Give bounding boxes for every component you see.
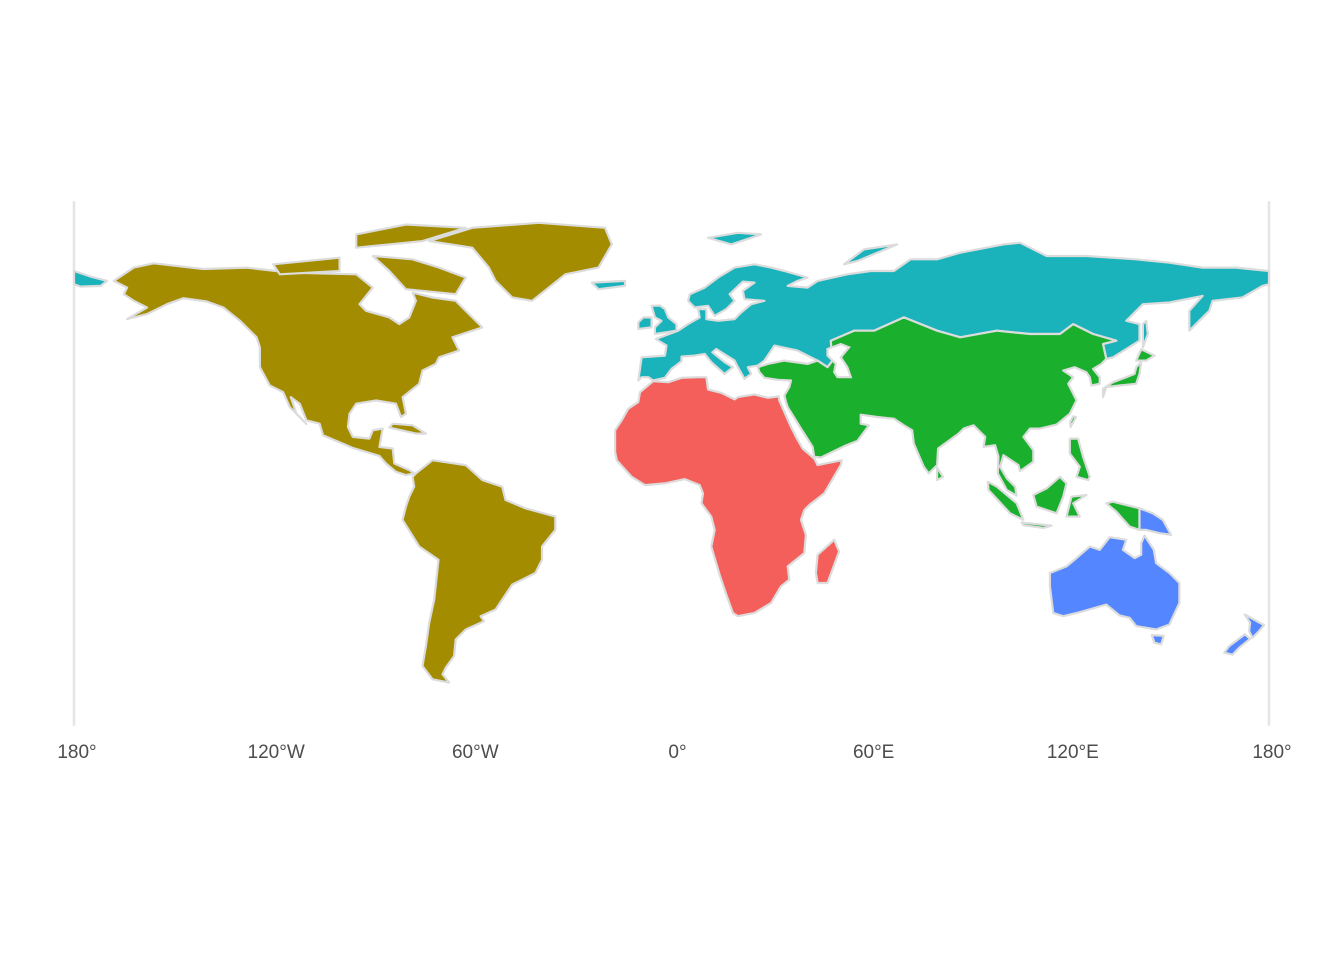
land-layer: [72, 221, 1271, 684]
x-axis: 180° 120°W 60°W 0° 60°E 120°E 180°: [57, 742, 1291, 763]
land-polygon: [1223, 633, 1252, 656]
land-polygon: [1138, 507, 1173, 536]
x-tick-label: 0°: [668, 742, 686, 763]
x-tick-label: 60°E: [853, 742, 894, 763]
region-group: [1048, 507, 1266, 656]
land-polygon: [650, 304, 678, 336]
land-polygon: [1032, 475, 1068, 515]
region-group: [72, 231, 1271, 382]
land-polygon: [1141, 319, 1149, 349]
land-polygon: [706, 231, 763, 246]
land-polygon: [1069, 415, 1078, 429]
land-polygon: [112, 262, 484, 477]
region-group: [614, 376, 843, 618]
land-polygon: [1020, 521, 1053, 529]
land-polygon: [1150, 634, 1165, 646]
land-polygon: [1243, 613, 1266, 639]
land-polygon: [1048, 534, 1181, 631]
land-polygon: [1068, 437, 1091, 482]
land-polygon: [428, 221, 613, 302]
land-polygon: [843, 243, 899, 266]
inland-water: [826, 342, 853, 379]
land-polygon: [814, 538, 841, 585]
land-polygon: [1101, 361, 1143, 399]
land-polygon: [72, 269, 109, 288]
land-polygon: [1105, 500, 1141, 531]
x-tick-label: 180°: [57, 742, 96, 763]
land-polygon: [590, 279, 627, 291]
land-polygon: [936, 466, 945, 482]
land-polygon: [756, 316, 1118, 497]
edge-gridlines: [72, 201, 1271, 726]
land-polygon: [637, 241, 1271, 382]
land-polygon: [614, 376, 843, 618]
x-tick-label: 120°E: [1047, 742, 1099, 763]
land-polygon: [371, 254, 467, 296]
land-polygon: [1135, 348, 1156, 362]
land-polygon: [986, 480, 1025, 521]
x-tick-label: 120°W: [248, 742, 305, 763]
land-polygon: [401, 459, 557, 684]
x-tick-label: 60°W: [452, 742, 499, 763]
land-polygon: [355, 223, 467, 249]
x-tick-label: 180°: [1252, 742, 1291, 763]
region-group: [112, 221, 613, 684]
land-polygon: [272, 256, 341, 276]
land-polygon: [388, 422, 427, 435]
land-polygon: [637, 316, 653, 331]
region-group: [756, 316, 1156, 531]
land-polygon: [1065, 493, 1088, 518]
